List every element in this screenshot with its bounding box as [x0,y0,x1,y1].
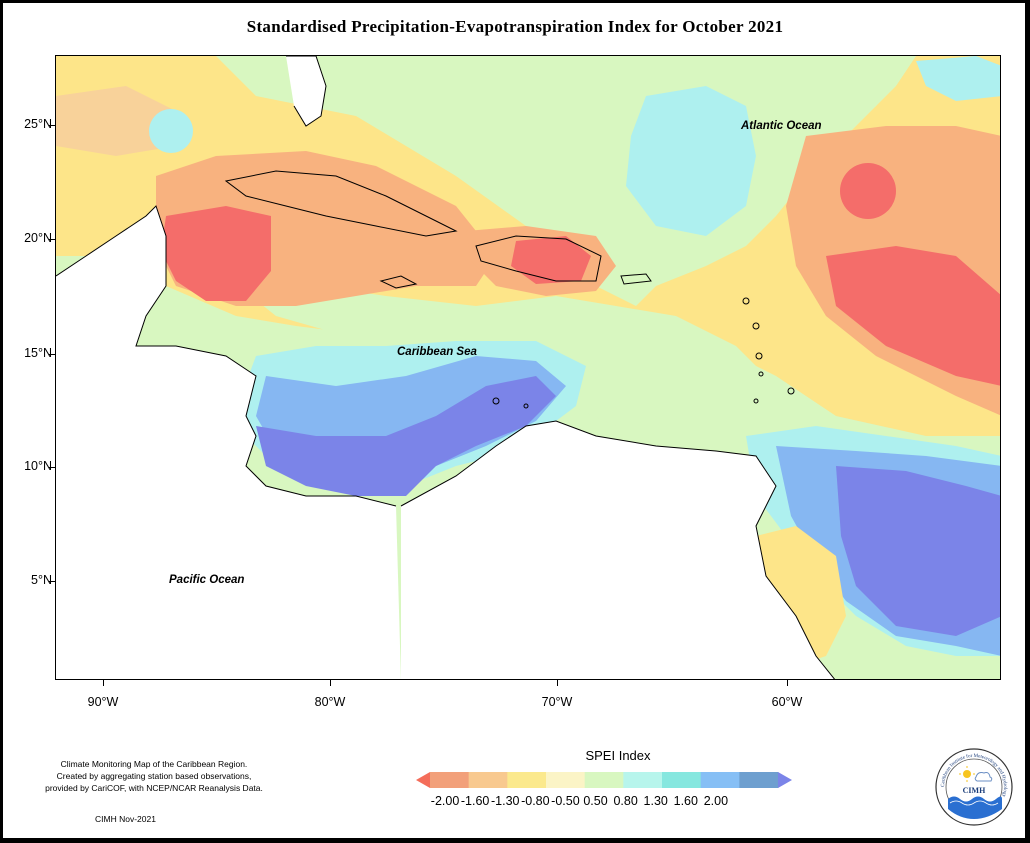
legend-label: 2.00 [703,794,729,808]
legend-label: 1.30 [643,794,668,808]
central-america-land [56,206,401,679]
credit-date: CIMH Nov-2021 [95,814,156,824]
lesser-antilles [492,297,795,409]
lat-tick [49,239,55,240]
wet-atlantic-center [626,86,756,236]
spei-map-canvas [56,56,1000,679]
lon-tick [330,680,331,686]
cuba-outline [224,170,458,237]
legend-swatch [507,772,547,788]
legend-arrow-right [778,772,792,788]
credit-line: provided by CariCOF, with NCEP/NCAR Rean… [45,783,263,793]
lat-label-5n: 5°N [31,573,52,587]
wet-gulf-spot [149,109,193,153]
legend-swatch [468,772,508,788]
label-pacific-ocean: Pacific Ocean [169,574,245,586]
legend-swatch [623,772,663,788]
lon-label-80w: 80°W [314,695,346,709]
south-america-land [401,421,835,679]
lat-tick [49,354,55,355]
legend-label: -2.00 [430,794,460,808]
spei-map[interactable]: Atlantic Ocean Caribbean Sea Pacific Oce… [55,55,1001,680]
very-wet-east [836,466,1000,636]
legend-labels: -2.00 -1.60 -1.30 -0.80 -0.50 0.50 0.80 … [430,794,790,808]
very-dry-atlantic-east [826,246,1000,386]
label-atlantic-ocean: Atlantic Ocean [741,120,822,132]
hispaniola-outline [475,235,602,282]
florida-coastline [286,56,327,127]
legend-arrow-left [416,772,430,788]
legend-label: 0.80 [613,794,638,808]
lat-tick [49,125,55,126]
legend-label: -1.60 [460,794,490,808]
coastline [56,205,836,679]
legend-label: -0.50 [551,794,580,808]
very-dry-hispaniola [511,236,591,284]
lon-label-70w: 70°W [541,695,573,709]
lat-tick [49,581,55,582]
legend-label: 1.60 [673,794,698,808]
lon-label-90w: 90°W [87,695,119,709]
wet-atlantic-ne [916,56,1000,101]
lon-tick [787,680,788,686]
credit-line: Climate Monitoring Map of the Caribbean … [60,759,248,769]
jamaica-outline [379,275,418,289]
legend-swatch [739,772,779,788]
lat-tick [49,467,55,468]
cimh-logo-icon: CIMH Caribbean Institute for Meteorology… [935,748,1013,826]
page-title: Standardised Precipitation-Evapotranspir… [246,17,784,36]
credit-line: Created by aggregating station based obs… [56,771,252,781]
lon-label-60w: 60°W [771,695,803,709]
credit-text: Climate Monitoring Map of the Caribbean … [34,758,274,794]
legend-label: -1.30 [490,794,520,808]
very-wet-caribbean [256,376,556,496]
svg-text:CIMH: CIMH [963,786,986,795]
lat-label-15n: 15°N [24,346,52,360]
legend-swatch [584,772,624,788]
very-dry-atlantic-north [840,163,896,219]
legend-colorbar [416,772,792,788]
lat-label-10n: 10°N [24,459,52,473]
legend-label: -0.80 [521,794,550,808]
legend-swatch [662,772,702,788]
lat-label-20n: 20°N [24,231,52,245]
lat-label-25n: 25°N [24,117,52,131]
very-dry-honduras [161,206,271,301]
legend-swatch [430,772,470,788]
legend-label: 0.50 [583,794,608,808]
legend-title: SPEI Index [585,748,651,763]
lon-tick [557,680,558,686]
lon-tick [103,680,104,686]
puerto-rico-outline [620,273,652,285]
label-caribbean-sea: Caribbean Sea [397,346,477,358]
legend-swatch [700,772,740,788]
legend-swatch [546,772,586,788]
